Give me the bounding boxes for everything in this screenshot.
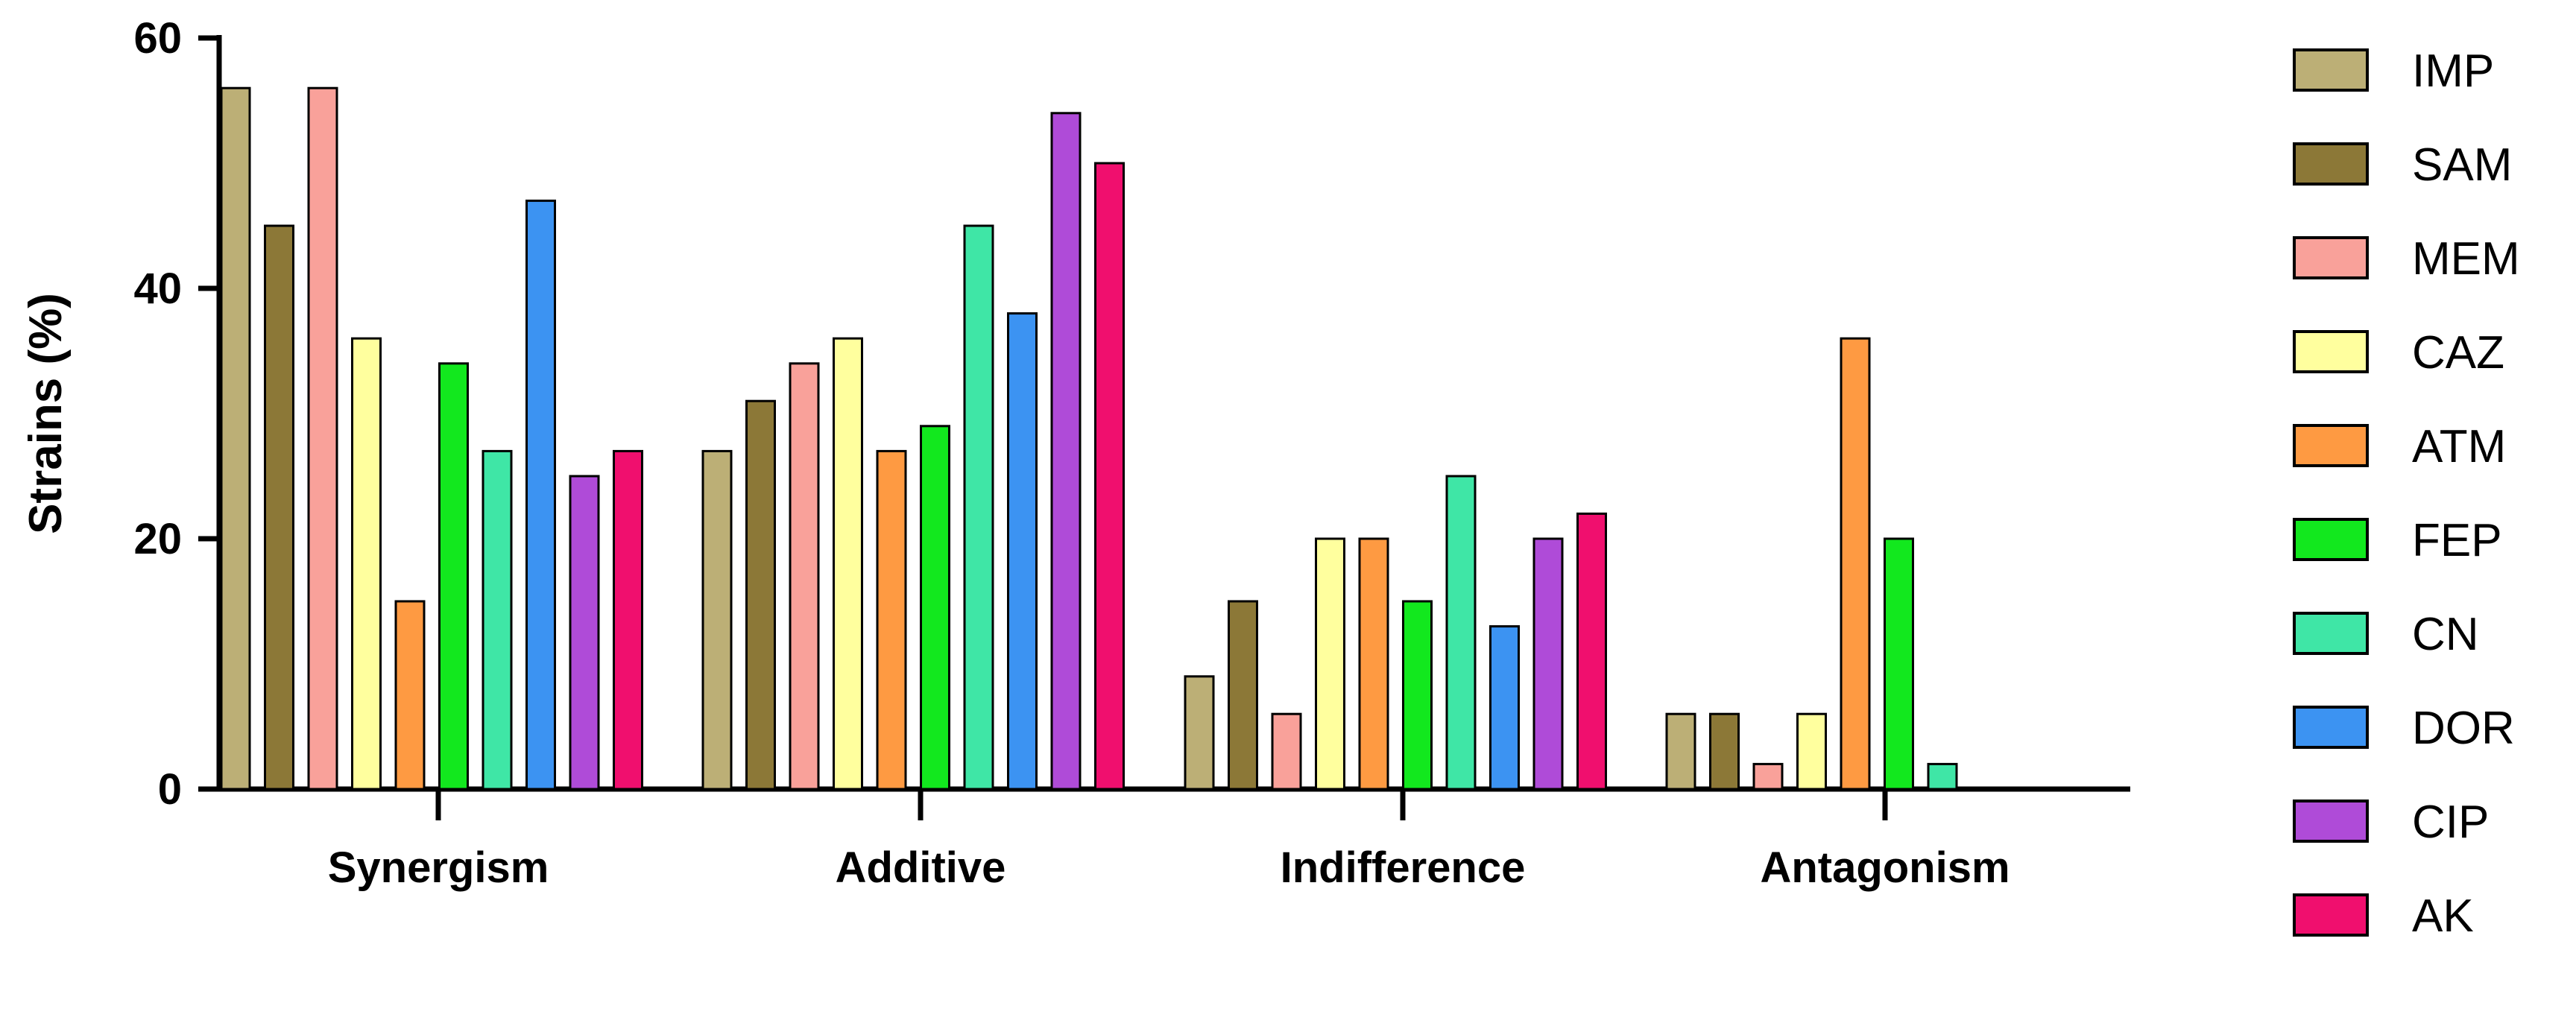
bar-caz-indifference bbox=[1315, 537, 1345, 791]
bar-caz-synergism bbox=[351, 337, 382, 791]
y-tick-label: 40 bbox=[133, 265, 182, 313]
bar-caz-antagonism bbox=[1796, 712, 1827, 791]
bar-atm-indifference bbox=[1358, 537, 1389, 791]
bar-cip-indifference bbox=[1532, 537, 1564, 791]
bar-ak-additive bbox=[1094, 162, 1125, 791]
bar-sam-synergism bbox=[264, 224, 294, 791]
bar-cip-additive bbox=[1050, 112, 1082, 791]
bar-cn-synergism bbox=[482, 449, 513, 791]
y-tick-label: 0 bbox=[158, 765, 182, 814]
legend-swatch-cip bbox=[2293, 800, 2369, 843]
legend-label-fep: FEP bbox=[2412, 515, 2502, 566]
legend-swatch-imp bbox=[2293, 48, 2369, 92]
y-tick-label: 60 bbox=[133, 14, 182, 63]
bar-cn-additive bbox=[963, 224, 994, 791]
bar-mem-additive bbox=[789, 362, 820, 791]
legend-label-cn: CN bbox=[2412, 609, 2479, 660]
legend-swatch-ak bbox=[2293, 893, 2369, 937]
legend-label-mem: MEM bbox=[2412, 233, 2520, 285]
bar-sam-antagonism bbox=[1709, 712, 1740, 791]
bar-mem-synergism bbox=[307, 86, 338, 791]
legend-label-cip: CIP bbox=[2412, 797, 2489, 848]
legend-label-imp: IMP bbox=[2412, 45, 2494, 97]
bar-sam-additive bbox=[745, 399, 776, 791]
legend-label-ak: AK bbox=[2412, 890, 2474, 942]
legend-swatch-sam bbox=[2293, 142, 2369, 186]
bars bbox=[220, 86, 1958, 791]
bar-cn-antagonism bbox=[1927, 762, 1958, 791]
bar-atm-additive bbox=[876, 449, 907, 791]
bar-ak-synergism bbox=[613, 449, 643, 791]
bar-sam-indifference bbox=[1228, 600, 1258, 791]
bar-atm-synergism bbox=[394, 600, 426, 791]
bar-imp-indifference bbox=[1184, 675, 1215, 791]
legend-swatch-dor bbox=[2293, 706, 2369, 749]
bar-ak-indifference bbox=[1576, 512, 1607, 791]
x-tick-label-indifference: Indifference bbox=[1281, 843, 1526, 892]
legend-swatch-mem bbox=[2293, 236, 2369, 279]
bar-fep-additive bbox=[920, 425, 950, 791]
bar-cip-synergism bbox=[569, 475, 600, 791]
bar-imp-additive bbox=[701, 449, 733, 791]
x-tick-label-additive: Additive bbox=[836, 843, 1006, 892]
legend-label-sam: SAM bbox=[2412, 139, 2512, 191]
bar-mem-antagonism bbox=[1752, 762, 1784, 791]
bar-imp-antagonism bbox=[1665, 712, 1696, 791]
bar-imp-synergism bbox=[220, 86, 251, 791]
bar-fep-indifference bbox=[1402, 600, 1433, 791]
legend-swatch-fep bbox=[2293, 518, 2369, 561]
legend-swatch-atm bbox=[2293, 424, 2369, 467]
bar-dor-indifference bbox=[1489, 625, 1520, 791]
bar-caz-additive bbox=[833, 337, 863, 791]
y-tick-label: 20 bbox=[133, 515, 182, 563]
bar-fep-antagonism bbox=[1884, 537, 1914, 791]
x-tick-label-antagonism: Antagonism bbox=[1760, 843, 2010, 892]
bar-dor-additive bbox=[1007, 312, 1038, 791]
y-axis-title: Strains (%) bbox=[20, 293, 72, 534]
bar-dor-synergism bbox=[525, 199, 556, 791]
axis-labels: 0 20 40 60 Synergism Additive Indifference Anta… bbox=[20, 14, 2010, 892]
legend-label-caz: CAZ bbox=[2412, 327, 2504, 379]
legend-label-atm: ATM bbox=[2412, 421, 2506, 472]
legend-label-dor: DOR bbox=[2412, 703, 2515, 754]
legend: IMP SAM MEM CAZ ATM FEP CN DOR CIP AK bbox=[2293, 45, 2520, 942]
bar-cn-indifference bbox=[1445, 475, 1477, 791]
bar-fep-synergism bbox=[438, 362, 469, 791]
x-tick-label-synergism: Synergism bbox=[328, 843, 549, 892]
bar-mem-indifference bbox=[1271, 712, 1302, 791]
legend-swatch-cn bbox=[2293, 612, 2369, 655]
bar-atm-antagonism bbox=[1840, 337, 1871, 791]
legend-swatch-caz bbox=[2293, 330, 2369, 373]
